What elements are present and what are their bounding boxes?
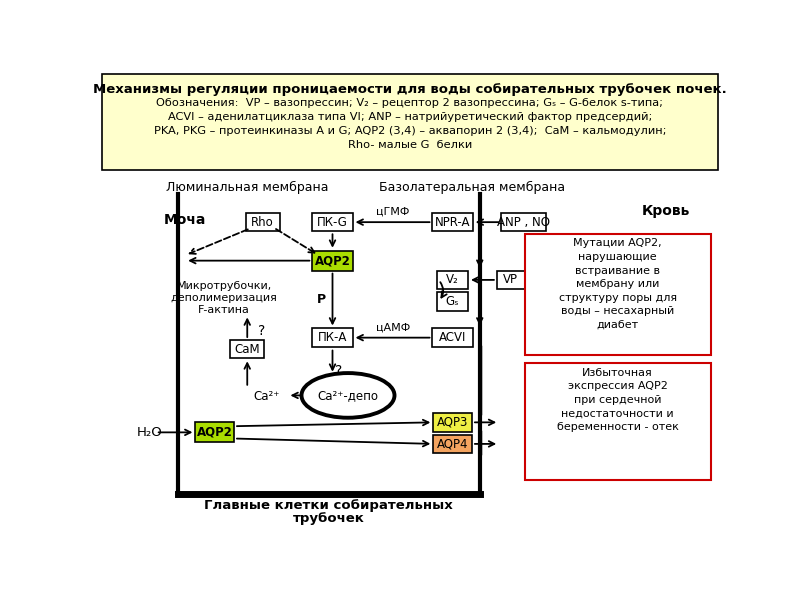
Text: трубочек: трубочек <box>293 512 365 524</box>
Text: Базолатеральная мембрана: Базолатеральная мембрана <box>379 181 565 194</box>
FancyBboxPatch shape <box>434 434 472 453</box>
Text: цГМФ: цГМФ <box>376 207 410 217</box>
Text: Rho: Rho <box>251 215 274 229</box>
Text: Механизмы регуляции проницаемости для воды собирательных трубочек почек.: Механизмы регуляции проницаемости для во… <box>93 83 727 96</box>
FancyBboxPatch shape <box>195 422 234 442</box>
Text: AQP2: AQP2 <box>314 254 350 267</box>
Text: Rho- малые G  белки: Rho- малые G белки <box>348 140 472 150</box>
FancyBboxPatch shape <box>497 271 525 289</box>
FancyBboxPatch shape <box>230 340 264 358</box>
Text: Ca²⁺-депо: Ca²⁺-депо <box>318 389 378 402</box>
Text: цАМФ: цАМФ <box>376 322 410 332</box>
Text: AQP4: AQP4 <box>437 437 468 451</box>
FancyBboxPatch shape <box>502 213 546 232</box>
Text: PKA, PKG – протеинкиназы A и G; AQP2 (3,4) – аквапорин 2 (3,4);  СаМ – кальмодул: PKA, PKG – протеинкиназы A и G; AQP2 (3,… <box>154 126 666 136</box>
FancyBboxPatch shape <box>434 413 472 431</box>
Text: ПК-А: ПК-А <box>318 331 347 344</box>
FancyBboxPatch shape <box>312 328 353 347</box>
Text: Люминальная мембрана: Люминальная мембрана <box>166 181 329 194</box>
FancyBboxPatch shape <box>312 213 353 232</box>
FancyBboxPatch shape <box>102 74 718 170</box>
Text: ?: ? <box>258 325 265 338</box>
FancyBboxPatch shape <box>525 234 710 355</box>
FancyBboxPatch shape <box>433 213 473 232</box>
Text: Gₛ: Gₛ <box>446 295 459 308</box>
Text: CaM: CaM <box>234 343 260 356</box>
Text: Ca²⁺: Ca²⁺ <box>254 391 280 403</box>
Text: Мутации AQP2,
нарушающие
встраивание в
мембрану или
структуру поры для
воды – не: Мутации AQP2, нарушающие встраивание в м… <box>558 238 677 330</box>
Text: Микротрубочки,
деполимеризация
F-актина: Микротрубочки, деполимеризация F-актина <box>170 281 278 314</box>
Text: ?: ? <box>335 364 342 378</box>
FancyBboxPatch shape <box>437 271 468 289</box>
Text: Моча: Моча <box>163 213 206 227</box>
Text: VP: VP <box>503 274 518 286</box>
FancyBboxPatch shape <box>246 213 280 232</box>
Text: ПК-G: ПК-G <box>317 215 348 229</box>
Ellipse shape <box>302 373 394 418</box>
Text: NPR-A: NPR-A <box>435 215 470 229</box>
FancyBboxPatch shape <box>437 292 468 311</box>
FancyBboxPatch shape <box>433 328 473 347</box>
Text: ACVI: ACVI <box>439 331 466 344</box>
Text: AQP3: AQP3 <box>437 416 468 429</box>
Text: Обозначения:  VP – вазопрессин; V₂ – рецептор 2 вазопрессина; Gₛ – G-белок s-тип: Обозначения: VP – вазопрессин; V₂ – реце… <box>157 98 663 108</box>
Text: ACVI – аденилатциклаза типа VI; ANP – натрийуретический фактор предсердий;: ACVI – аденилатциклаза типа VI; ANP – на… <box>168 112 652 122</box>
FancyBboxPatch shape <box>312 251 353 271</box>
Text: Кровь: Кровь <box>642 205 690 218</box>
Text: H₂O: H₂O <box>138 426 163 439</box>
Text: Главные клетки собирательных: Главные клетки собирательных <box>204 499 453 512</box>
Text: AQP2: AQP2 <box>197 426 233 439</box>
FancyBboxPatch shape <box>525 363 710 480</box>
Text: ANP , NO: ANP , NO <box>498 215 550 229</box>
Text: Избыточная
экспрессия AQP2
при сердечной
недостаточности и
беременности - отек: Избыточная экспрессия AQP2 при сердечной… <box>557 368 678 432</box>
Text: V₂: V₂ <box>446 274 459 286</box>
Text: P: P <box>317 293 326 305</box>
